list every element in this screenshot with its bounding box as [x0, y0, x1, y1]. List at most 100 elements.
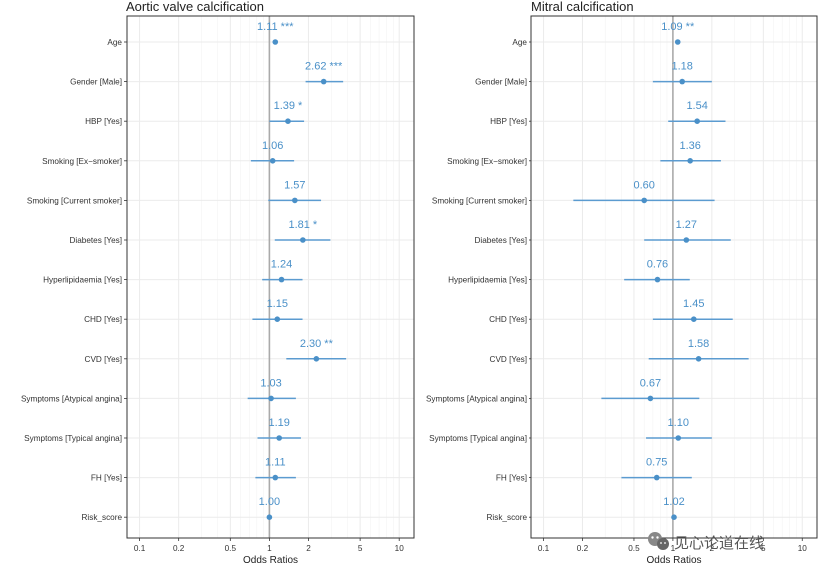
category-label: Age	[107, 38, 122, 47]
value-label: 1.09 **	[661, 21, 695, 33]
value-label: 0.67	[640, 377, 661, 389]
odds-ratio-point	[679, 78, 685, 85]
category-label: Smoking [Current smoker]	[27, 196, 122, 205]
odds-ratio-point	[671, 514, 677, 520]
odds-ratio-point	[278, 276, 285, 283]
x-tick-label: 0.2	[173, 544, 185, 553]
category-label: HBP [Yes]	[490, 117, 527, 126]
value-label: 1.11	[265, 457, 286, 469]
odds-ratio-point	[687, 158, 693, 164]
x-tick-label: 1	[671, 544, 676, 553]
x-tick-label: 2	[306, 544, 311, 553]
value-label: 1.03	[260, 377, 281, 389]
value-label: 1.36	[679, 140, 700, 152]
value-label: 1.39 *	[274, 100, 303, 112]
odds-ratio-point	[300, 237, 306, 243]
value-label: 1.11 ***	[257, 21, 294, 33]
odds-ratio-point	[647, 395, 654, 402]
category-label: Gender [Male]	[475, 78, 527, 87]
category-label: Age	[512, 38, 527, 47]
value-label: 1.57	[284, 179, 305, 191]
odds-ratio-point	[313, 356, 320, 362]
value-label: 1.02	[663, 496, 684, 508]
odds-ratio-point	[694, 118, 700, 124]
category-label: Smoking [Ex−smoker]	[42, 157, 122, 166]
category-label: CVD [Yes]	[85, 355, 122, 364]
x-tick-label: 0.5	[628, 544, 640, 553]
x-tick-label: 0.5	[225, 544, 237, 553]
category-label: Hyperlipidaemia [Yes]	[43, 276, 122, 285]
value-label: 1.18	[671, 61, 692, 73]
category-label: FH [Yes]	[91, 474, 122, 483]
category-label: Diabetes [Yes]	[70, 236, 123, 245]
odds-ratio-point	[653, 474, 660, 481]
category-label: CHD [Yes]	[489, 315, 527, 324]
value-label: 1.06	[262, 140, 283, 152]
category-label: Symptoms [Atypical angina]	[426, 394, 527, 403]
odds-ratio-point	[272, 474, 279, 481]
value-label: 1.10	[668, 417, 689, 429]
x-tick-label: 0.1	[134, 544, 146, 553]
value-label: 1.54	[686, 100, 707, 112]
panel-title: Aortic valve calcification	[126, 0, 264, 14]
x-tick-label: 10	[798, 544, 808, 553]
x-tick-label: 10	[395, 544, 405, 553]
category-label: HBP [Yes]	[85, 117, 122, 126]
value-label: 1.00	[259, 496, 280, 508]
category-label: Symptoms [Atypical angina]	[21, 394, 122, 403]
panel-title: Mitral calcification	[531, 0, 634, 14]
category-label: Smoking [Current smoker]	[432, 196, 527, 205]
x-tick-label: 2	[710, 544, 715, 553]
category-label: Symptoms [Typical angina]	[429, 434, 527, 443]
value-label: 1.45	[683, 298, 704, 310]
category-label: Gender [Male]	[70, 78, 122, 87]
value-label: 1.81 *	[288, 219, 317, 231]
x-tick-label: 0.1	[538, 544, 550, 553]
odds-ratio-point	[654, 276, 661, 283]
odds-ratio-point	[272, 39, 279, 45]
odds-ratio-point	[683, 237, 690, 243]
odds-ratio-point	[292, 197, 298, 204]
wechat-icon	[648, 532, 669, 550]
value-label: 1.19	[268, 417, 289, 429]
category-label: Risk_score	[82, 513, 123, 522]
odds-ratio-point	[268, 395, 274, 402]
odds-ratio-point	[269, 158, 276, 164]
aortic-panel: Aortic valve calcification Age 1.11 *** Gen…	[21, 0, 415, 566]
odds-ratio-point	[285, 118, 291, 124]
value-label: 1.15	[267, 298, 288, 310]
odds-ratio-point	[320, 78, 327, 85]
odds-ratio-point	[675, 435, 682, 441]
category-label: Diabetes [Yes]	[475, 236, 528, 245]
panel-background	[531, 16, 817, 538]
x-tick-label: 1	[267, 544, 272, 553]
category-label: FH [Yes]	[496, 474, 527, 483]
odds-ratio-point	[690, 316, 697, 323]
value-label: 2.30 **	[300, 338, 334, 350]
category-label: Symptoms [Typical angina]	[24, 434, 122, 443]
x-tick-label: 5	[358, 544, 363, 553]
panel-border	[530, 15, 818, 539]
x-axis-title: Odds Ratios	[646, 555, 701, 566]
x-axis-title: Odds Ratios	[243, 555, 298, 566]
category-label: CHD [Yes]	[84, 315, 122, 324]
odds-ratio-point	[266, 514, 273, 520]
value-label: 0.75	[646, 457, 667, 469]
odds-ratio-point	[674, 39, 681, 45]
value-label: 1.27	[676, 219, 697, 231]
category-label: CVD [Yes]	[490, 355, 527, 364]
value-label: 0.60	[633, 179, 654, 191]
category-label: Hyperlipidaemia [Yes]	[448, 276, 527, 285]
odds-ratio-point	[274, 316, 281, 323]
value-label: 1.58	[688, 338, 709, 350]
mitral-panel: Mitral calcification Age 1.09 ** Gender [Ma…	[426, 0, 818, 566]
category-label: Risk_score	[487, 513, 528, 522]
panel-background	[127, 16, 414, 538]
x-tick-label: 5	[761, 544, 766, 553]
watermark: 见心论道在线	[648, 532, 764, 552]
panel-border	[126, 15, 415, 539]
value-label: 0.76	[647, 259, 668, 271]
value-label: 2.62 ***	[305, 61, 343, 73]
odds-ratio-point	[641, 197, 647, 204]
